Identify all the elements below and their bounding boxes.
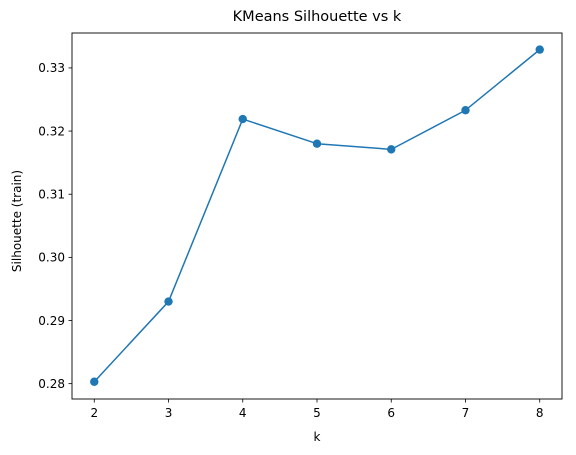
y-tick-label: 0.28: [38, 377, 65, 391]
data-point: [164, 297, 173, 306]
y-tick-label: 0.29: [38, 314, 65, 328]
data-point: [238, 114, 247, 124]
x-tick-label: 6: [387, 406, 395, 420]
x-axis-title: k: [314, 430, 321, 444]
data-point: [312, 139, 322, 148]
y-tick-label: 0.30: [38, 251, 65, 265]
y-tick-label: 0.31: [38, 188, 65, 202]
data-point: [535, 45, 544, 54]
x-tick-label: 3: [165, 406, 173, 420]
x-tick-label: 2: [90, 406, 98, 420]
series-line: [93, 48, 541, 383]
y-axis: 0.28 0.29 0.30 0.31 0.32 0.33: [38, 61, 72, 391]
chart-title: KMeans Silhouette vs k: [233, 9, 402, 25]
y-tick-label: 0.32: [38, 124, 65, 138]
y-axis-title: Silhouette (train): [10, 170, 24, 272]
data-point: [387, 145, 396, 154]
data-point: [461, 106, 470, 115]
x-axis: 2 3 4 5 6 7 8: [90, 399, 544, 420]
data-point: [90, 377, 99, 386]
plot-frame: [71, 32, 563, 400]
x-tick-label: 7: [462, 406, 470, 420]
y-tick-label: 0.33: [38, 61, 65, 75]
x-tick-label: 5: [313, 406, 321, 420]
x-tick-label: 8: [536, 406, 544, 420]
series-layer: [90, 45, 544, 386]
x-tick-label: 4: [239, 406, 247, 420]
